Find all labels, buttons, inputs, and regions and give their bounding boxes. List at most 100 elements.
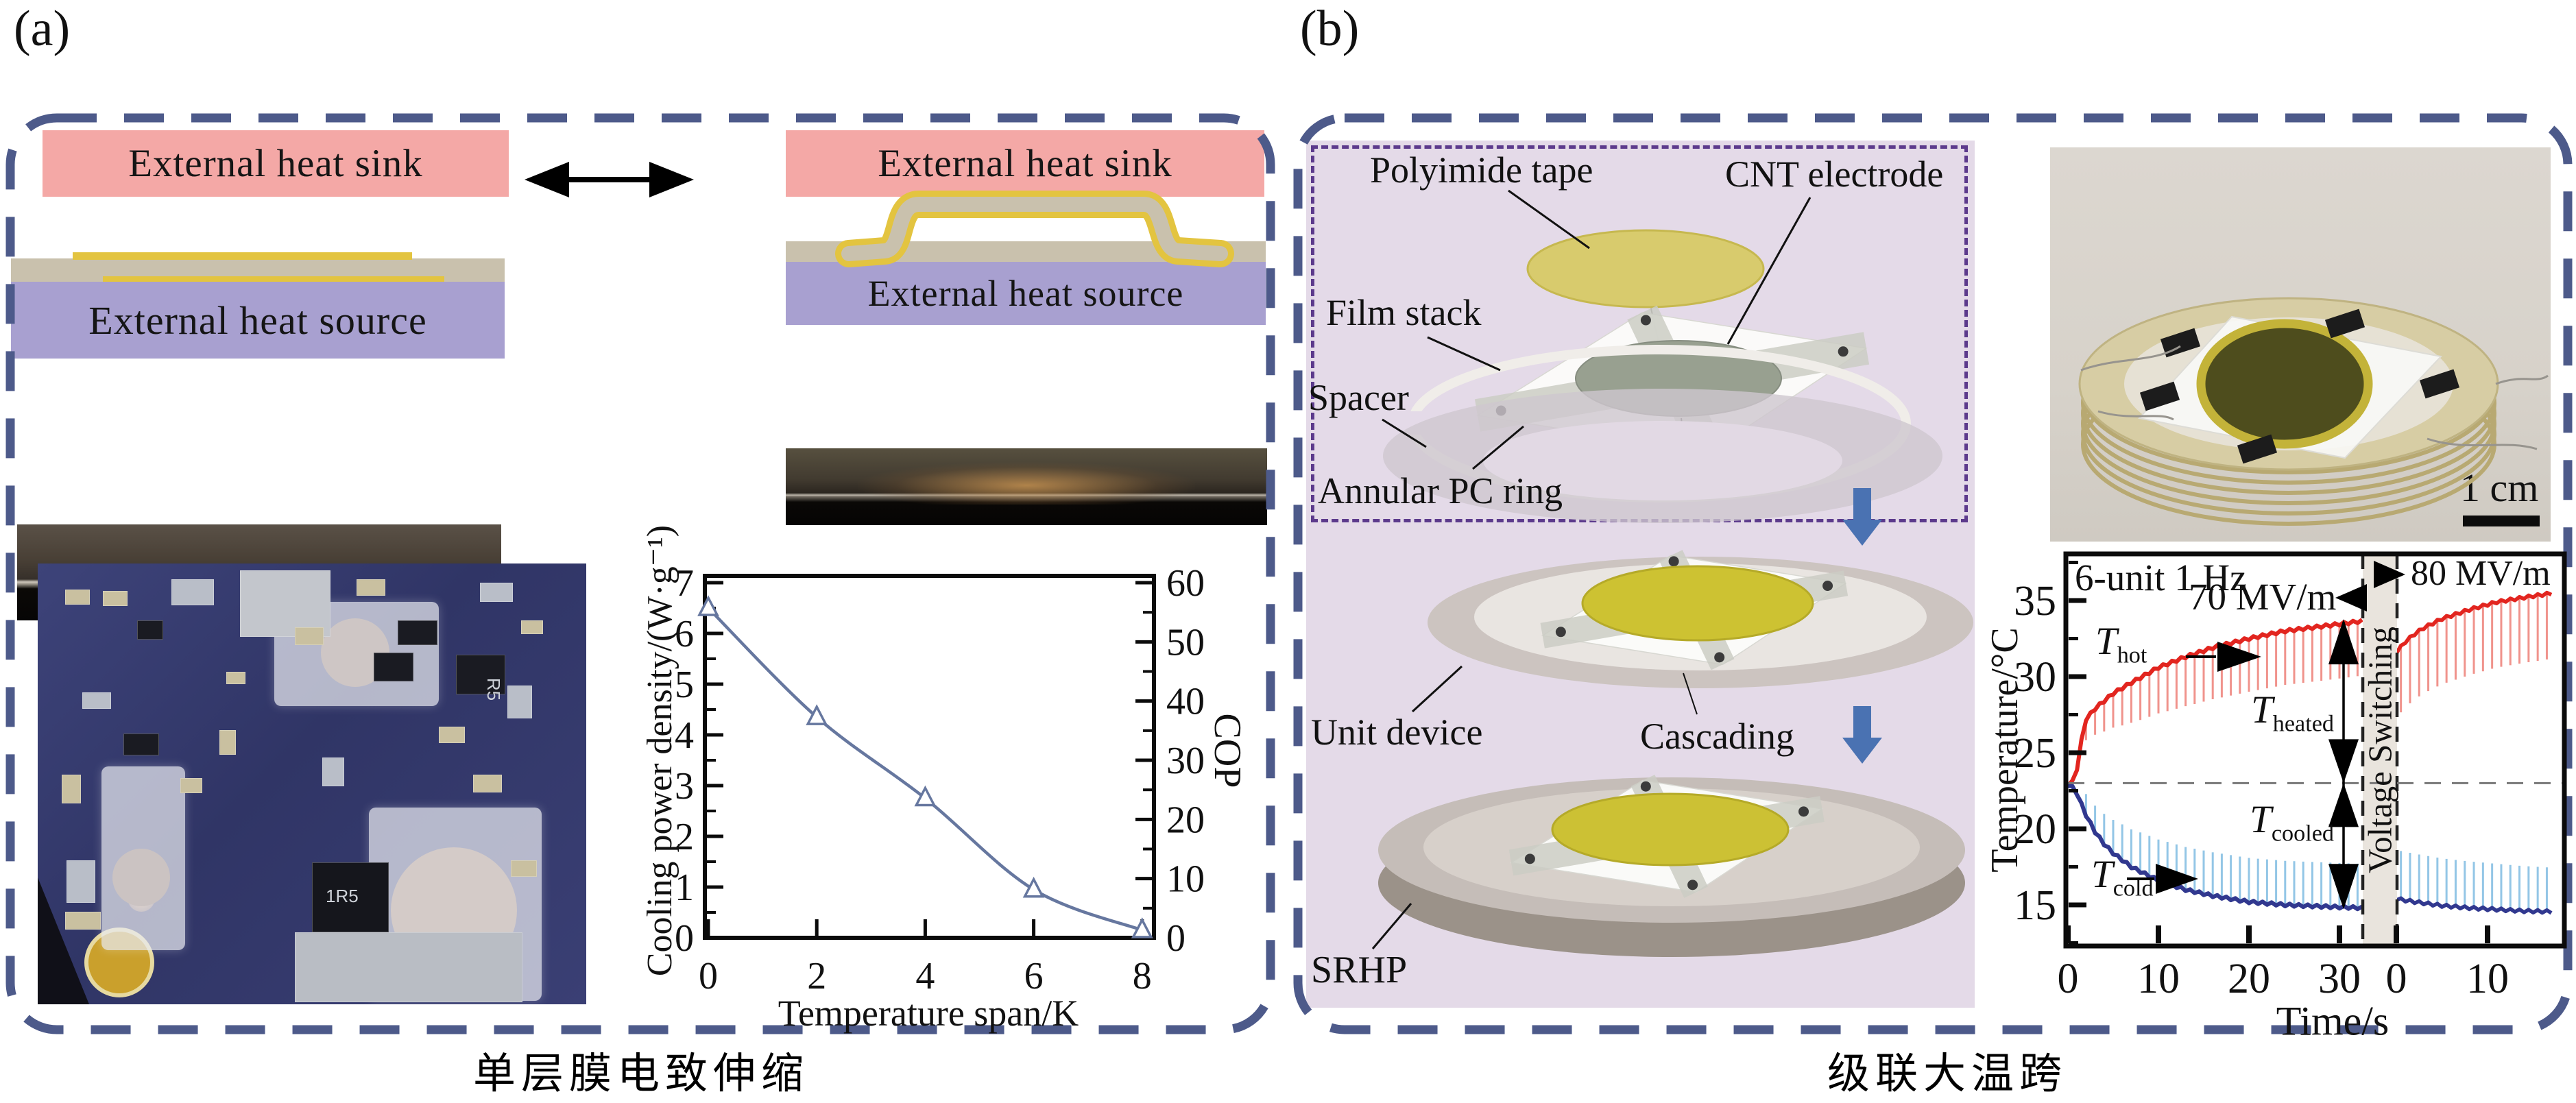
chart-a-ylabel: Cooling power density/(W·g⁻¹) [640,524,679,977]
xtick-label: 30 [2318,956,2361,1002]
arrow-80-head [2374,561,2405,588]
contact-dot [1524,853,1535,864]
lead-wire [2080,345,2181,372]
ytick-label: 35 [2014,578,2056,625]
contact-dot [1555,627,1566,638]
t-hot-sub: hot [2117,642,2147,668]
t-heated-symbol: T [2251,688,2273,731]
board-component [137,620,163,640]
label-srhp: SRHP [1311,949,1408,991]
scale-bar-label: 1 cm [2460,465,2539,510]
contact-dot [1822,581,1833,592]
ytick-label: 1 [675,866,694,909]
board-component [103,591,128,606]
board-component [82,692,111,709]
ytick-label: 5 [675,664,694,706]
y2tick-label: 0 [1166,917,1185,960]
t-hot-seg0-envelope [2066,618,2363,788]
film-glow [858,462,1195,505]
device-active-disc [2196,319,2373,449]
electrode-clip [2237,434,2278,464]
lead-wire [2427,437,2538,450]
board-component [219,730,236,755]
panel-a-caption: 单层膜电致伸缩 [472,1051,810,1098]
board-component [65,590,90,605]
y2tick-label: 10 [1166,858,1205,901]
xtick-label: 2 [807,955,826,997]
t-cooled-symbol: T [2250,798,2272,841]
pointer-unit-device [1411,665,1463,713]
arrow-head-right [649,162,694,197]
board-component [171,579,214,605]
xtick-label: 8 [1133,955,1152,997]
pointer-annular [1472,425,1524,470]
film-yellow-bottom-left [103,276,444,284]
arrow-head-left [525,162,569,197]
ytick-label: 0 [675,917,694,960]
contact-dot [1640,315,1651,326]
chart-b-xlabel: Time/s [2276,998,2390,1044]
span-arrowhead-up [2328,619,2359,665]
pointer-polyimide [1508,189,1590,250]
span-arrowhead-up-mid [2328,783,2359,827]
t-cold-symbol: T [2091,853,2113,896]
label-annular-pc-ring: Annular PC ring [1318,470,1563,511]
film-yellow-top-left [73,252,412,260]
board-component [456,655,505,694]
board-component [511,860,537,877]
heat-sink-label-left: External heat sink [128,142,423,185]
ytick-label: 20 [2014,806,2056,853]
electrode-clip [2160,328,2201,358]
pointer-cnt [1726,197,1811,345]
xtick-label: 10 [2137,956,2180,1002]
panel-b-tag: (b) [1300,1,1360,57]
cascade-arrow [1842,706,1882,764]
heat-source-label-right: External heat source [867,273,1184,314]
xtick-label: 0 [2386,956,2407,1002]
film-gray-core [841,197,1228,261]
board-component [312,862,389,932]
ytick-label: 6 [675,613,694,655]
y2tick-label: 30 [1166,740,1205,782]
contact-dot [1668,556,1679,567]
lead-wire [2097,410,2174,421]
srhp-active-disc [1551,792,1790,866]
assemble-arrow [1842,488,1882,546]
pointer-cascading [1683,672,1698,715]
board-component [322,757,344,786]
board-component [357,579,385,596]
xtick-label: 4 [915,955,935,997]
heat-sink-label-right: External heat sink [878,142,1172,185]
series-marker-triangle [1022,876,1045,898]
y2tick-label: 40 [1166,681,1205,723]
chart-b-frame [2063,551,2567,949]
annotation-condition: 6-unit 1 Hz [2075,557,2247,598]
annotation-voltage-switching: Voltage Switching [2361,627,2399,873]
t-hot-arrowhead [2217,642,2261,672]
lead-wire [2495,374,2549,385]
panel-a-border [5,113,1275,1034]
series-cooling-power-curve [707,607,1143,932]
label-cascading: Cascading [1640,716,1794,757]
series-marker-triangle [914,785,937,807]
annotation-t-cooled: Tcooled [2163,799,2334,846]
bulged-film-schematic [835,191,1234,267]
chart-a-frame [703,574,1156,940]
exploded-assembly [1371,189,1973,957]
board-component [398,620,437,645]
heat-sink-bar-left: External heat sink [43,130,509,197]
board-component [473,775,502,792]
t-cold-seg0-envelope [2067,784,2363,912]
label-unit-device: Unit device [1311,712,1483,753]
board-component [123,734,159,755]
t-hot-seg1-envelope [2394,590,2553,655]
label-film-stack: Film stack [1326,292,1482,333]
series-marker-triangle [806,704,828,725]
reversible-arrow [525,162,694,197]
ytick-label: 2 [675,816,694,858]
board-component [62,775,81,803]
board-component [226,672,245,684]
annotation-70mvm: 70 MV/m [2189,576,2337,618]
